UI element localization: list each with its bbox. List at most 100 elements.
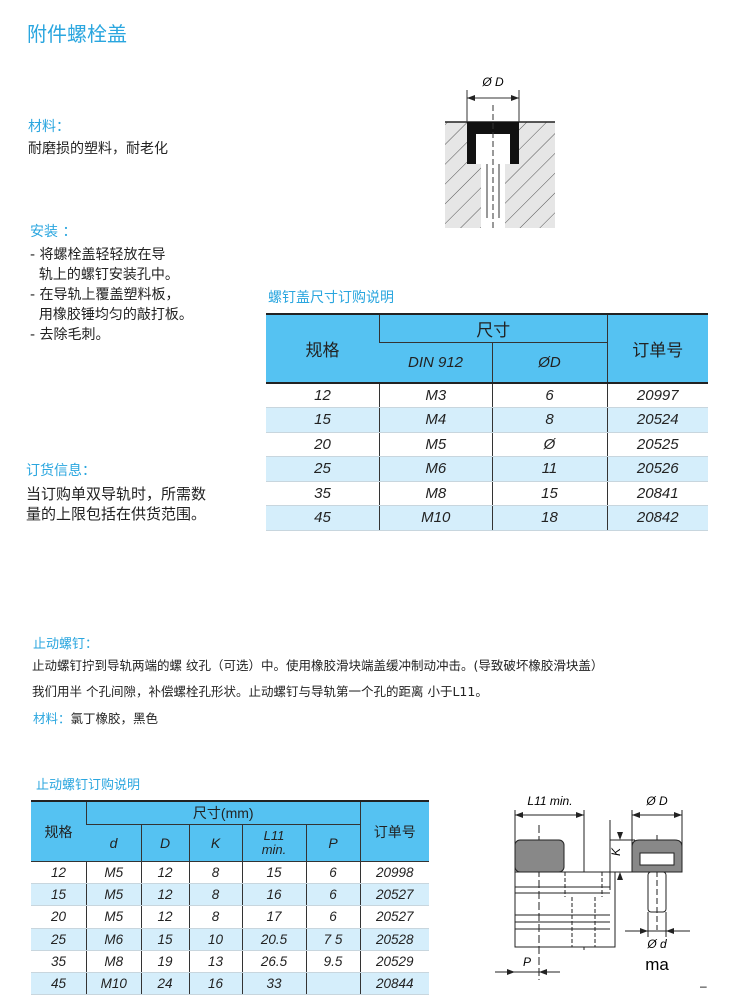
cell: M10 bbox=[379, 505, 492, 531]
cell: M10 bbox=[86, 972, 141, 996]
k-label: K bbox=[609, 847, 623, 856]
cell: 35 bbox=[31, 950, 87, 973]
stop-screw-line: 止动螺钉拧到导轨两端的螺 纹孔（可选）中。使用橡胶滑块端盖缓冲制动冲击。(导致破… bbox=[32, 658, 604, 673]
cell: 15 bbox=[140, 928, 189, 951]
cell: 8 bbox=[491, 407, 607, 433]
cell: 45 bbox=[266, 505, 380, 531]
table-row: 45 M10 24 16 33 20844 bbox=[31, 972, 429, 996]
cell: 19 bbox=[140, 950, 189, 973]
material-text: 耐磨损的塑料，耐老化 bbox=[28, 141, 168, 157]
cell: M5 bbox=[86, 861, 141, 885]
cell: 35 bbox=[266, 481, 380, 506]
table-row: 15 M5 12 8 16 6 20527 bbox=[31, 883, 429, 907]
cell: 16 bbox=[188, 972, 242, 996]
cell: M5 bbox=[379, 432, 492, 457]
od-label: Ø D bbox=[645, 794, 668, 808]
header-L11: L11 min. bbox=[241, 824, 306, 862]
install-item: - 在导轨上覆盖塑料板， bbox=[30, 287, 180, 303]
table-row: 35 M8 19 13 26.5 9.5 20529 bbox=[31, 950, 429, 973]
cell: 15 bbox=[266, 407, 380, 433]
header-order: 订单号 bbox=[606, 313, 708, 383]
cell: M5 bbox=[86, 883, 141, 907]
cell: 20 bbox=[266, 432, 380, 457]
cell: 20997 bbox=[606, 382, 708, 408]
cell: 20528 bbox=[359, 928, 429, 951]
cell: 9.5 bbox=[305, 950, 360, 973]
order-info-line: 量的上限包括在供货范围。 bbox=[26, 505, 207, 523]
header-D: D bbox=[140, 824, 189, 862]
cell: 10 bbox=[188, 928, 242, 951]
cell: 7 5 bbox=[305, 928, 360, 951]
header-order: 订单号 bbox=[359, 800, 429, 862]
order-info-label: 订货信息： bbox=[26, 463, 96, 479]
ma-label: ma bbox=[645, 955, 669, 974]
header-od: ØD bbox=[491, 342, 607, 383]
header-d: d bbox=[86, 824, 141, 862]
header-size: 尺寸 bbox=[379, 313, 607, 343]
cell: 6 bbox=[305, 861, 360, 885]
cell: 17 bbox=[241, 905, 306, 929]
cell: 20842 bbox=[606, 505, 708, 531]
cell: 8 bbox=[188, 861, 242, 885]
header-spec: 规格 bbox=[31, 800, 87, 862]
page-title: 附件螺栓盖 bbox=[27, 22, 127, 46]
cell: 20526 bbox=[606, 456, 708, 482]
stop-screw-label: 止动螺钉： bbox=[33, 637, 99, 652]
cell: 20 bbox=[31, 905, 87, 929]
install-list: - 将螺栓盖轻轻放在导 轨上的螺钉安装孔中。 - 在导轨上覆盖塑料板， 用橡胶锤… bbox=[30, 245, 193, 345]
cell: 6 bbox=[305, 905, 360, 929]
cell: 25 bbox=[266, 456, 380, 482]
install-item: 用橡胶锤均匀的敲打板。 bbox=[30, 307, 193, 323]
order-info-line: 当订购单双导轨时，所需数 bbox=[26, 485, 207, 503]
cell: M5 bbox=[86, 905, 141, 929]
cell: M6 bbox=[379, 456, 492, 482]
order-info-text: 当订购单双导轨时，所需数 量的上限包括在供货范围。 bbox=[26, 484, 206, 524]
stop-screw-order-table: 规格 尺寸(mm) 订单号 d D K L11 min. P 12 M5 12 8 15… bbox=[31, 800, 429, 996]
cap-order-table: 规格 尺寸 订单号 DIN 912 ØD 12 M3 6 20997 15 M4 8 205… bbox=[266, 313, 708, 531]
header-din: DIN 912 bbox=[379, 342, 492, 383]
od-small-label: Ø d bbox=[646, 937, 667, 951]
cell: 45 bbox=[31, 972, 87, 996]
cell: 15 bbox=[241, 861, 306, 885]
cell: 8 bbox=[188, 905, 242, 929]
cell: 11 bbox=[491, 456, 607, 482]
cell: 33 bbox=[241, 972, 306, 996]
header-spec: 规格 bbox=[266, 313, 380, 383]
cell: M6 bbox=[86, 928, 141, 951]
table-row: 25 M6 11 20526 bbox=[266, 456, 708, 482]
table-row: 45 M10 18 20842 bbox=[266, 505, 708, 531]
install-item: 轨上的螺钉安装孔中。 bbox=[30, 267, 179, 283]
cell: 13 bbox=[188, 950, 242, 973]
stop-material: 材料：氯丁橡胶，黑色 bbox=[33, 710, 158, 728]
cell: 15 bbox=[31, 883, 87, 907]
table-row: 25 M6 15 10 20.5 7 5 20528 bbox=[31, 928, 429, 951]
cell: 20527 bbox=[359, 905, 429, 929]
table-row: 15 M4 8 20524 bbox=[266, 407, 708, 433]
cell: 20525 bbox=[606, 432, 708, 457]
cell: 20527 bbox=[359, 883, 429, 907]
cell: 20.5 bbox=[241, 928, 306, 951]
stop-material-label: 材料： bbox=[33, 711, 71, 726]
stop-screw-line: 我们用半 个孔间隙，补偿螺栓孔形状。止动螺钉与导轨第一个孔的距离 小于L11。 bbox=[32, 684, 488, 699]
cap-table-caption: 螺钉盖尺寸订购说明 bbox=[268, 290, 394, 306]
cell: 24 bbox=[140, 972, 189, 996]
install-label: 安装 ： bbox=[30, 224, 77, 240]
cap-dim-label: Ø D bbox=[481, 75, 504, 89]
cell: 8 bbox=[188, 883, 242, 907]
cell: M8 bbox=[86, 950, 141, 973]
header-K: K bbox=[188, 824, 242, 862]
cell: M4 bbox=[379, 407, 492, 433]
cell: Ø bbox=[491, 432, 607, 457]
cell: M8 bbox=[379, 481, 492, 506]
p-label: P bbox=[523, 955, 531, 969]
table-row: 12 M3 6 20997 bbox=[266, 382, 708, 408]
install-item: - 将螺栓盖轻轻放在导 bbox=[30, 247, 166, 263]
stop-screw-diagram: L11 min. Ø D K Ø d ma P – bbox=[495, 794, 707, 993]
cell: 12 bbox=[140, 861, 189, 885]
install-item: - 去除毛刺。 bbox=[30, 327, 110, 343]
table-row: 20 M5 12 8 17 6 20527 bbox=[31, 905, 429, 929]
table-row: 20 M5 Ø 20525 bbox=[266, 432, 708, 457]
cell: 20529 bbox=[359, 950, 429, 973]
cap-cross-section-diagram: Ø D bbox=[445, 75, 555, 228]
stop-material-text: 氯丁橡胶，黑色 bbox=[70, 711, 159, 726]
